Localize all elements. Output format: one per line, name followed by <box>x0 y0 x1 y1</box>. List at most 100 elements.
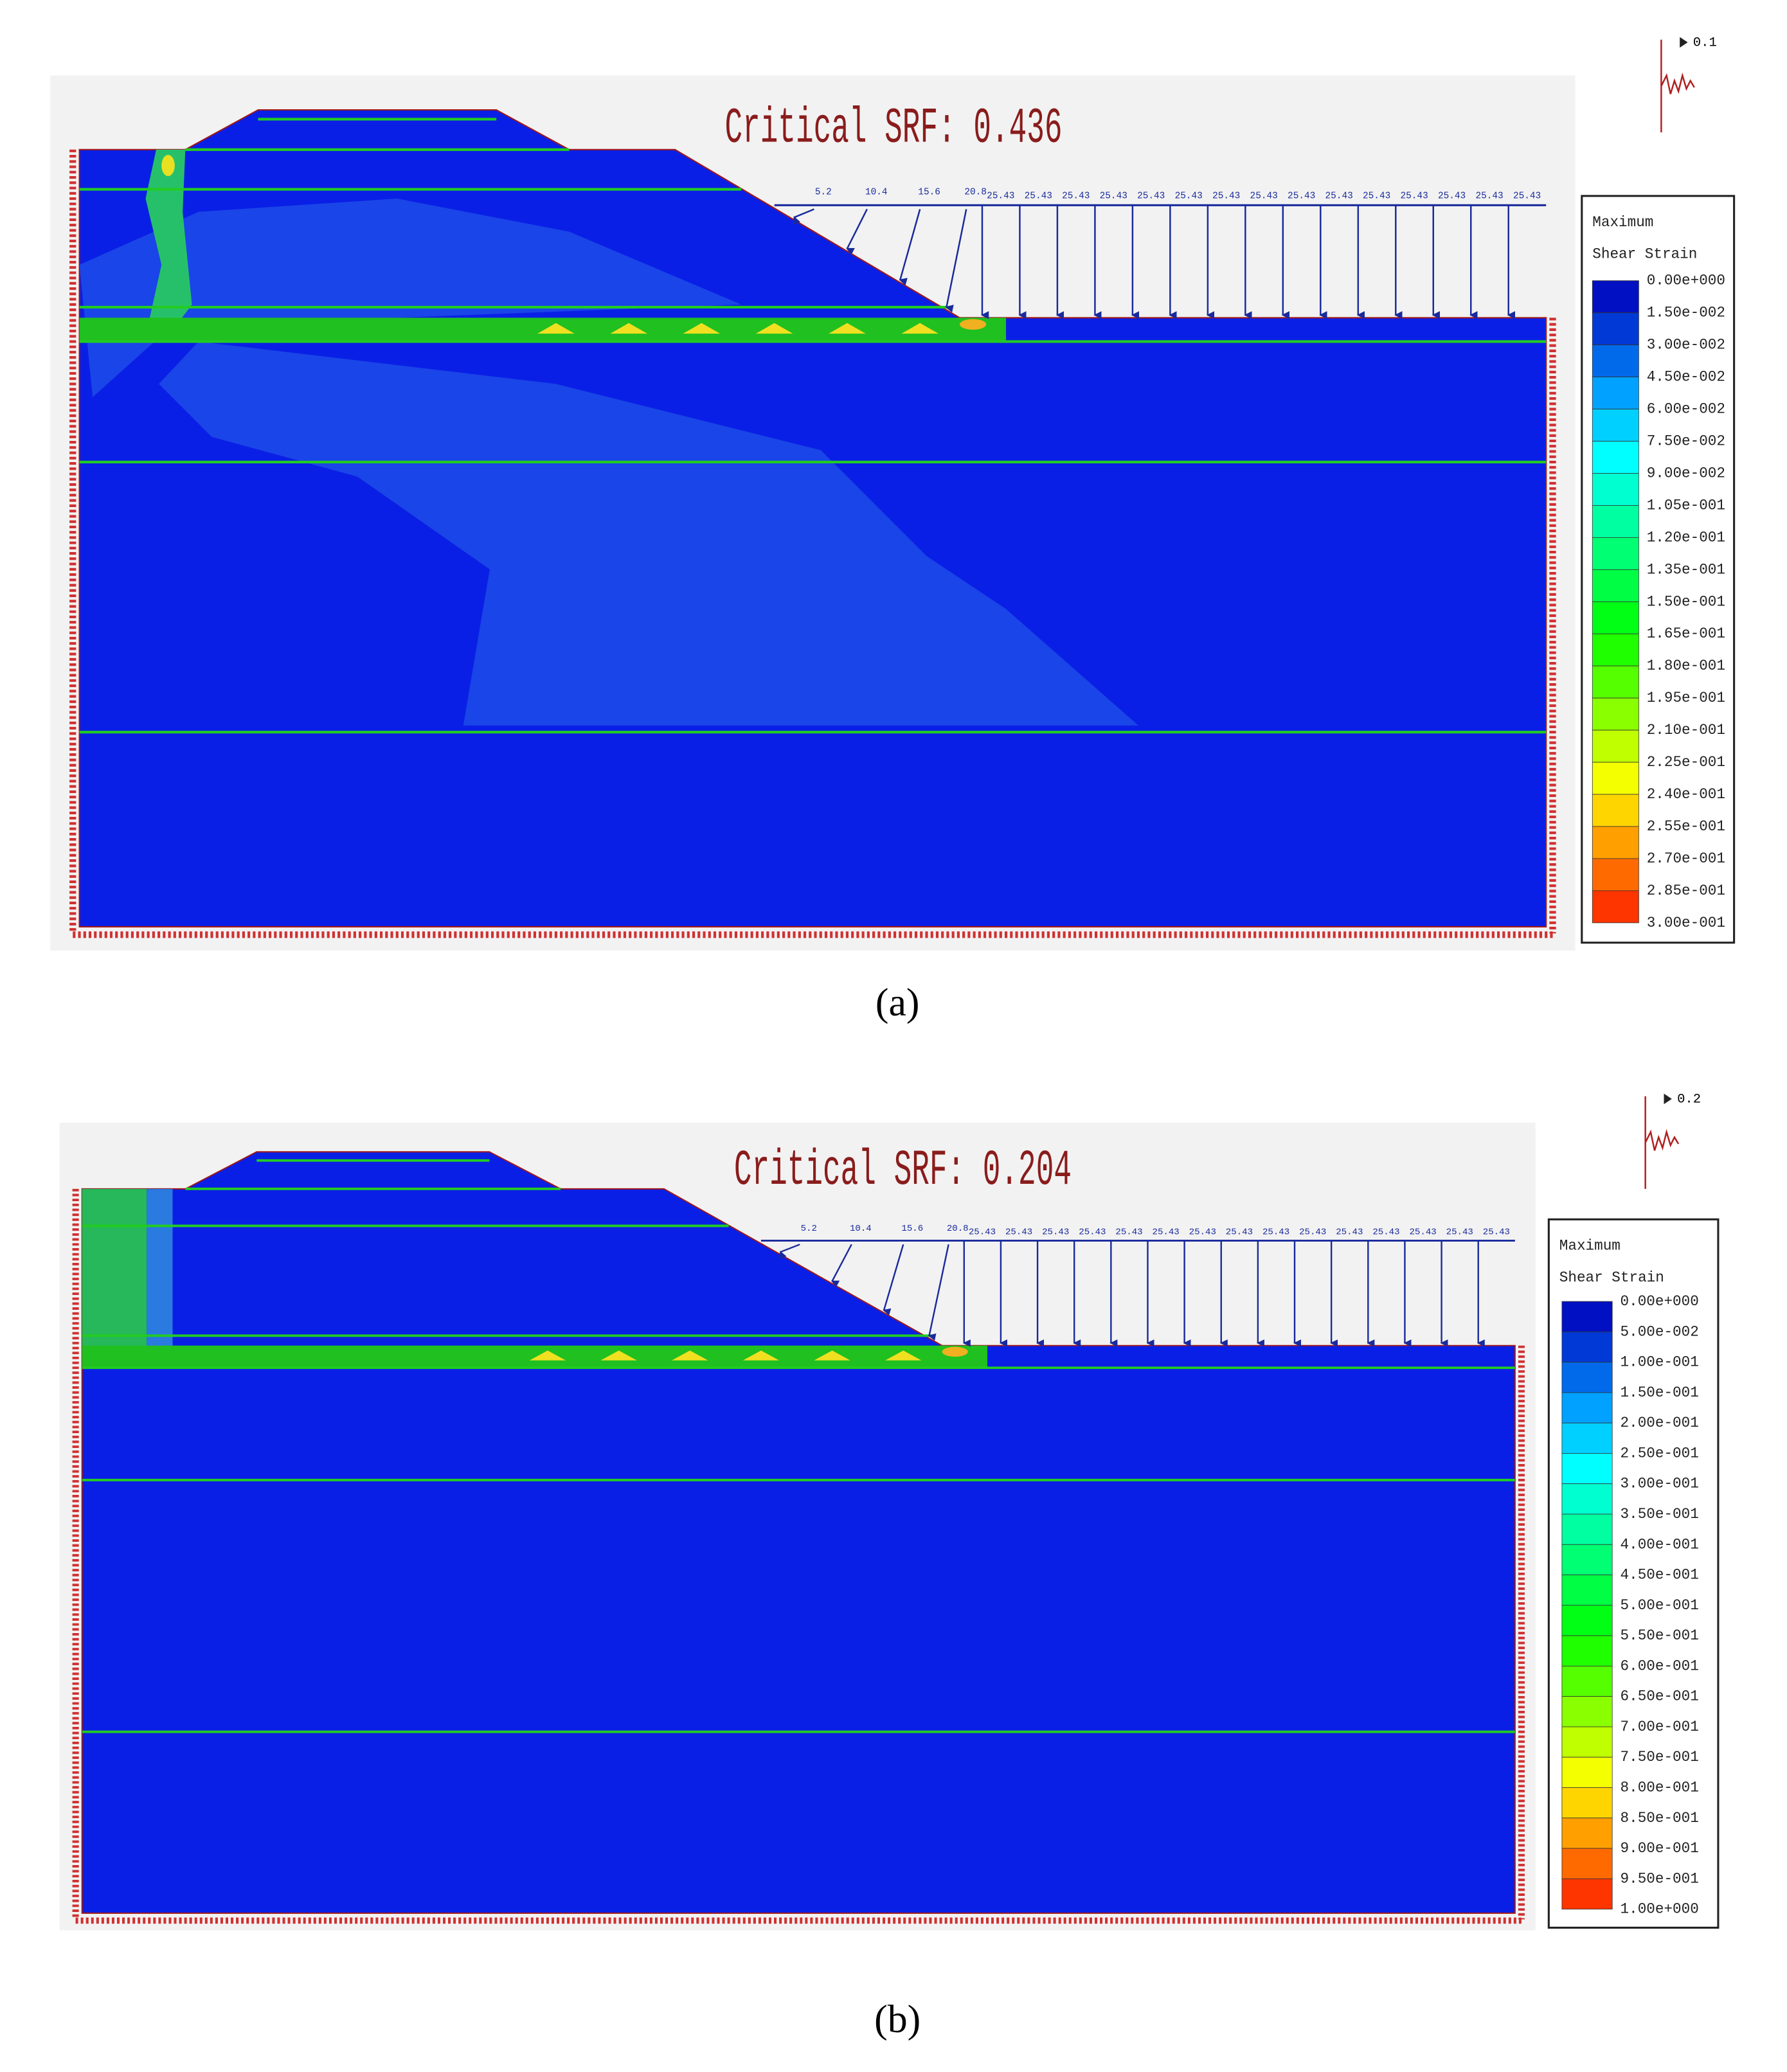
shear-band-peak <box>901 323 939 334</box>
legend-swatch <box>1561 1362 1613 1393</box>
legend-label: 1.50e-002 <box>1647 305 1725 321</box>
legend-label: 0.00e+000 <box>1647 272 1725 289</box>
load-label: 25.43 <box>1137 192 1165 202</box>
strain-column <box>82 1188 147 1362</box>
legend-label: 5.00e-002 <box>1621 1323 1699 1340</box>
legend-label: 8.50e-001 <box>1621 1810 1699 1826</box>
load-label: 25.43 <box>1325 192 1353 202</box>
legend-label: 1.50e-001 <box>1621 1384 1699 1401</box>
legend-label: 1.20e-001 <box>1647 529 1725 546</box>
load-label: 25.43 <box>1100 192 1127 202</box>
legend-swatch <box>1592 441 1639 474</box>
legend-swatch <box>1592 377 1639 409</box>
shear-band-peak <box>529 1350 566 1361</box>
legend-label: 7.50e-002 <box>1647 433 1725 449</box>
load-label: 20.8 <box>964 188 987 198</box>
legend-swatch <box>1561 1392 1613 1424</box>
legend-label: 1.65e-001 <box>1647 625 1725 642</box>
legend-label: 7.00e-001 <box>1621 1719 1699 1735</box>
legend-label: 4.00e-001 <box>1621 1536 1699 1553</box>
load-label: 25.43 <box>1079 1228 1106 1238</box>
shear-band-peak <box>814 1350 850 1361</box>
load-label: 25.43 <box>1288 192 1315 202</box>
legend-label: 6.00e-002 <box>1647 401 1725 418</box>
legend-swatch <box>1592 344 1639 378</box>
legend-swatch <box>1561 1756 1613 1788</box>
panel-caption: (a) <box>876 981 920 1024</box>
legend-swatch <box>1592 505 1639 538</box>
panel-title: Critical SRF: 0.436 <box>724 100 1062 157</box>
load-label: 25.43 <box>1475 192 1503 202</box>
panel-caption: (b) <box>874 1997 920 2041</box>
strain-peak <box>942 1346 968 1357</box>
load-label: 25.43 <box>1115 1228 1142 1238</box>
legend-swatch <box>1592 601 1639 634</box>
legend-swatch <box>1592 665 1639 699</box>
legend-swatch <box>1561 1453 1613 1485</box>
load-label: 25.43 <box>1062 192 1090 202</box>
legend-title: Maximum <box>1559 1238 1621 1255</box>
seismic-label: 0.2 <box>1677 1092 1701 1107</box>
load-label: 15.6 <box>918 188 940 198</box>
load-label: 25.43 <box>1336 1228 1363 1238</box>
seismic-arrow <box>1680 37 1688 48</box>
legend-label: 1.80e-001 <box>1647 657 1725 674</box>
legend-label: 5.00e-001 <box>1621 1597 1699 1614</box>
shear-band-peak <box>672 1350 708 1361</box>
legend-swatch <box>1592 890 1639 924</box>
legend-label: 5.50e-001 <box>1621 1627 1699 1644</box>
soil-domain <box>81 1151 1516 1914</box>
shear-band <box>79 317 1007 342</box>
legend-swatch <box>1561 1878 1613 1910</box>
strain-peak <box>161 155 175 176</box>
load-label: 25.43 <box>1175 192 1203 202</box>
legend-label: 0.00e+000 <box>1621 1293 1699 1310</box>
strain-zone <box>79 199 742 398</box>
legend-label: 9.00e-001 <box>1621 1840 1699 1857</box>
legend-swatch <box>1592 409 1639 442</box>
legend-swatch <box>1592 794 1639 827</box>
load-label: 25.43 <box>1483 1228 1510 1238</box>
legend-label: 1.00e+000 <box>1621 1901 1699 1918</box>
load-label: 25.43 <box>1153 1228 1180 1238</box>
legend-label: 6.00e-001 <box>1621 1657 1699 1674</box>
legend-label: 2.10e-001 <box>1647 722 1725 738</box>
legend-swatch <box>1561 1331 1613 1363</box>
load-label: 5.2 <box>801 1224 817 1234</box>
shear-band-peak <box>600 1350 637 1361</box>
legend-swatch <box>1592 762 1639 795</box>
legend-label: 2.70e-001 <box>1647 850 1725 867</box>
legend-label: 1.95e-001 <box>1647 690 1725 706</box>
shear-band-peak <box>742 1350 780 1361</box>
legend-swatch <box>1561 1696 1613 1728</box>
legend-swatch <box>1561 1635 1613 1666</box>
legend-title: Maximum <box>1592 214 1653 231</box>
legend-title: Shear Strain <box>1559 1269 1664 1286</box>
legend-swatch <box>1592 633 1639 666</box>
strain-zone <box>159 341 1138 726</box>
shear-band-peak <box>755 323 793 334</box>
legend-label: 3.00e-002 <box>1647 337 1725 353</box>
legend-label: 1.35e-001 <box>1647 561 1725 578</box>
strain-peak <box>959 319 987 330</box>
load-label: 25.43 <box>1005 1228 1032 1238</box>
seismic-icon <box>1644 1096 1680 1189</box>
legend-swatch <box>1561 1817 1613 1849</box>
load-label: 25.43 <box>1212 192 1240 202</box>
legend-label: 1.50e-001 <box>1647 593 1725 610</box>
legend-swatch <box>1592 826 1639 859</box>
legend-label: 9.00e-002 <box>1647 465 1725 481</box>
legend-label: 9.50e-001 <box>1621 1870 1699 1887</box>
load-label: 10.4 <box>865 188 888 198</box>
legend-swatch <box>1561 1575 1613 1606</box>
load-label: 25.43 <box>1372 1228 1399 1238</box>
load-label: 25.43 <box>987 192 1014 202</box>
load-label: 25.43 <box>1226 1228 1253 1238</box>
panel-title: Critical SRF: 0.204 <box>734 1142 1072 1199</box>
legend-swatch <box>1592 280 1639 314</box>
legend-swatch <box>1592 569 1639 602</box>
legend-swatch <box>1561 1726 1613 1758</box>
legend-swatch <box>1561 1605 1613 1636</box>
load-label: 5.2 <box>815 188 832 198</box>
